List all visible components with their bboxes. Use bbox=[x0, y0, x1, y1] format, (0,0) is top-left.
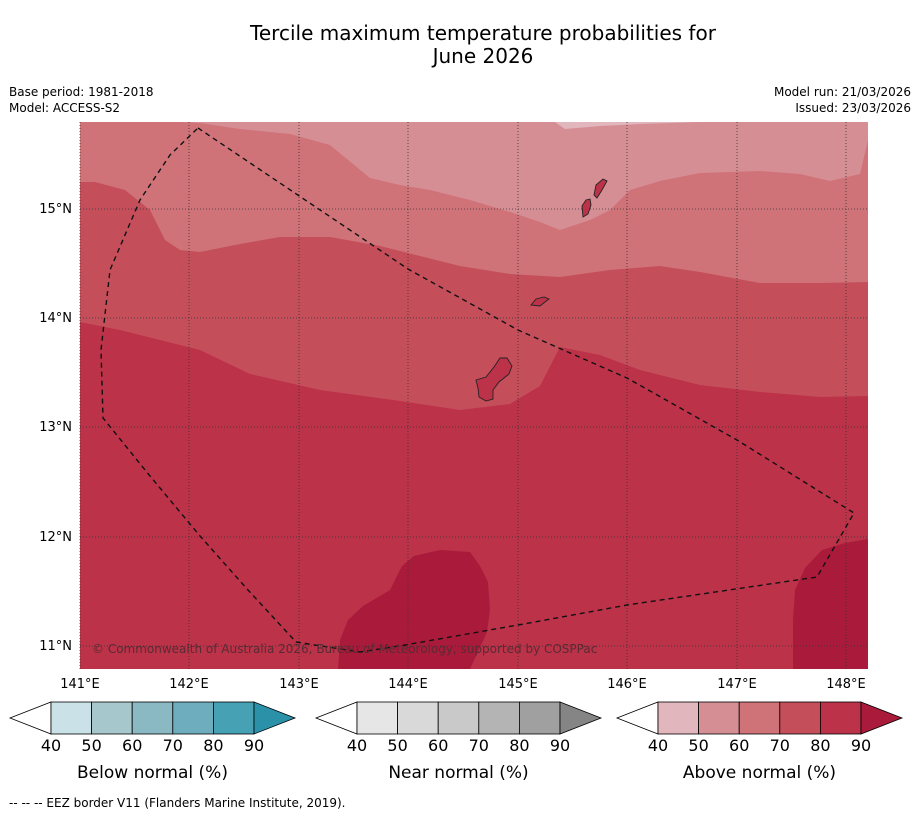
lat-label: 12°N bbox=[39, 530, 72, 545]
colorbar-cell bbox=[559, 701, 603, 735]
colorbar-tick-label: 90 bbox=[244, 736, 264, 755]
colorbar-cell bbox=[779, 701, 821, 735]
colorbar-cell bbox=[8, 701, 52, 735]
colorbar-cell bbox=[437, 701, 480, 735]
colorbar-tick-label: 50 bbox=[387, 736, 407, 755]
colorbar-tick-label: 40 bbox=[347, 736, 367, 755]
lat-label: 11°N bbox=[39, 639, 72, 654]
colorbar-cell bbox=[657, 701, 699, 735]
lon-label: 143°E bbox=[279, 677, 319, 692]
lat-label: 13°N bbox=[39, 420, 72, 435]
colorbar-cell bbox=[91, 701, 133, 735]
colorbar-cell bbox=[397, 701, 439, 735]
zone-90-plus-south bbox=[338, 550, 490, 669]
colorbar-tick-label: 90 bbox=[550, 736, 570, 755]
colorbar-tick-label: 80 bbox=[203, 736, 223, 755]
colorbar-above-normal: 40 50 60 70 80 90 Above normal (%) bbox=[615, 701, 904, 783]
colorbar-tick-label: 70 bbox=[163, 736, 183, 755]
eez-footnote: -- -- -- EEZ border V11 (Flanders Marine… bbox=[9, 796, 346, 810]
colorbar-cell bbox=[519, 701, 561, 735]
colorbar-tick-label: 60 bbox=[428, 736, 448, 755]
colorbar-cell bbox=[253, 701, 297, 735]
lon-labels: 141°E 142°E 143°E 144°E 145°E 146°E 147°… bbox=[60, 677, 866, 692]
title-line-2: June 2026 bbox=[432, 44, 534, 68]
island-saipan bbox=[593, 178, 608, 199]
copyright-text: © Commonwealth of Australia 2026, Bureau… bbox=[92, 642, 597, 656]
colorbar-below-normal: 40 50 60 70 80 90 Below normal (%) bbox=[8, 701, 297, 783]
islands bbox=[475, 178, 608, 402]
colorbar-near-normal: 40 50 60 70 80 90 Near normal (%) bbox=[314, 701, 603, 783]
lon-label: 146°E bbox=[607, 677, 647, 692]
colorbar-cell bbox=[131, 701, 174, 735]
meta-right: Model run: 21/03/2026 Issued: 23/03/2026 bbox=[774, 84, 911, 116]
colorbar-tick-label: 40 bbox=[41, 736, 61, 755]
lon-label: 147°E bbox=[717, 677, 757, 692]
colorbar-cell bbox=[860, 701, 904, 735]
colorbar-tick-label: 60 bbox=[729, 736, 749, 755]
island-rota bbox=[530, 296, 550, 307]
title-line-1: Tercile maximum temperature probabilitie… bbox=[250, 21, 716, 45]
colorbar-cell bbox=[738, 701, 781, 735]
colorbar-cell bbox=[356, 701, 398, 735]
meta-left: Base period: 1981-2018 Model: ACCESS-S2 bbox=[9, 84, 154, 116]
colorbar-cell bbox=[698, 701, 740, 735]
island-tinian bbox=[581, 198, 592, 218]
eez-border bbox=[100, 127, 855, 653]
lat-labels: 15°N 14°N 13°N 12°N 11°N bbox=[39, 202, 72, 654]
colorbar-tick-label: 50 bbox=[81, 736, 101, 755]
colorbar-tick-label: 90 bbox=[851, 736, 871, 755]
grid-lines bbox=[79, 122, 868, 669]
lon-label: 145°E bbox=[498, 677, 538, 692]
colorbar-tick-label: 50 bbox=[688, 736, 708, 755]
map-title: Tercile maximum temperature probabilitie… bbox=[0, 22, 919, 68]
lon-label: 141°E bbox=[60, 677, 100, 692]
colorbar-cell bbox=[50, 701, 92, 735]
colorbar-cell bbox=[172, 701, 214, 735]
lat-label: 14°N bbox=[39, 311, 72, 326]
colorbar-label: Near normal (%) bbox=[388, 763, 528, 783]
colorbar-tick-label: 70 bbox=[770, 736, 790, 755]
zone-40-50 bbox=[555, 122, 700, 129]
colorbar-tick-label: 70 bbox=[469, 736, 489, 755]
zone-50-60 bbox=[80, 122, 868, 230]
colorbar-label: Above normal (%) bbox=[683, 763, 836, 783]
colorbar-cell bbox=[478, 701, 520, 735]
colorbar-label: Below normal (%) bbox=[77, 763, 228, 783]
issued-date: Issued: 23/03/2026 bbox=[795, 101, 911, 115]
colorbar-tick-label: 60 bbox=[122, 736, 142, 755]
colorbar-tick-label: 80 bbox=[810, 736, 830, 755]
model-run: Model run: 21/03/2026 bbox=[773, 85, 911, 99]
island-guam bbox=[475, 357, 513, 402]
colorbar-cell bbox=[615, 701, 659, 735]
colorbar-tick-label: 40 bbox=[648, 736, 668, 755]
base-period: Base period: 1981-2018 bbox=[9, 85, 154, 99]
lon-label: 142°E bbox=[169, 677, 209, 692]
model-name: Model: ACCESS-S2 bbox=[9, 101, 121, 115]
colorbar-cell bbox=[314, 701, 358, 735]
colorbar-tick-label: 80 bbox=[509, 736, 529, 755]
colorbar-cell bbox=[212, 701, 255, 735]
lon-label: 144°E bbox=[388, 677, 428, 692]
colorbar-cell bbox=[820, 701, 862, 735]
lat-label: 15°N bbox=[39, 202, 72, 217]
lon-label: 148°E bbox=[826, 677, 866, 692]
zone-90-plus-east bbox=[793, 539, 868, 669]
